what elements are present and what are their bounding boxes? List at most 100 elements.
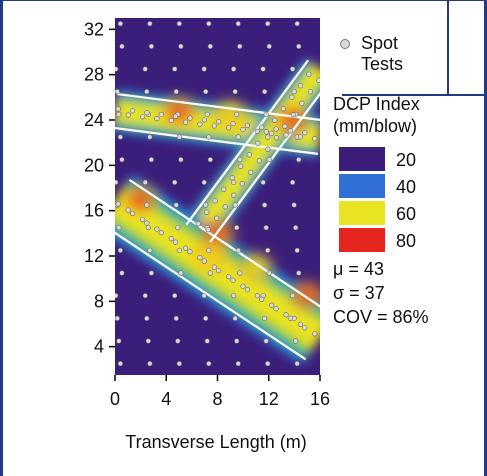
spot-test-point <box>240 283 246 289</box>
spot-test-point <box>226 125 232 131</box>
spot-test-point <box>297 83 303 89</box>
band-boundary-line <box>115 231 307 361</box>
legend-index-title: DCP Index <box>333 94 420 114</box>
spot-test-point <box>289 293 296 299</box>
legend-swatch-80 <box>339 228 385 252</box>
axes: 0 4 8 12 16 4 8 12 16 20 24 28 32 <box>84 19 330 409</box>
spot-test-point <box>206 21 212 27</box>
spot-test-point <box>115 89 120 95</box>
hotspot-core <box>245 259 266 276</box>
callout-leader-line <box>342 94 449 96</box>
spot-test-point <box>291 202 297 208</box>
spot-test-point <box>312 136 318 142</box>
spot-test-point <box>117 21 123 27</box>
spot-test-point <box>187 249 193 255</box>
spot-test-point <box>216 119 222 125</box>
spot-test-point <box>205 227 211 233</box>
spot-test-point <box>231 66 237 72</box>
spot-test-point <box>207 157 213 163</box>
spot-test-point <box>178 270 184 276</box>
spot-test-point <box>293 225 299 231</box>
spot-test-point <box>263 225 269 231</box>
spot-test-point <box>265 21 271 27</box>
y-tick-label: 24 <box>84 110 104 130</box>
spot-test-point <box>296 157 302 163</box>
spot-test-point <box>204 338 210 344</box>
spot-test-point <box>173 315 179 321</box>
spot-test-point <box>296 43 302 49</box>
x-tick-label: 8 <box>212 389 222 409</box>
spot-test-point <box>265 247 271 253</box>
spot-test-point <box>201 66 207 72</box>
spot-test-point <box>294 361 300 367</box>
spot-test-point <box>289 94 295 100</box>
hotspot-core <box>220 106 241 123</box>
spot-test-point <box>172 293 178 299</box>
spot-test-point <box>203 202 209 208</box>
spot-test-point <box>176 247 182 253</box>
band-diagonal-layer-3 <box>191 64 320 239</box>
spot-test-point <box>283 312 289 318</box>
spot-test-point <box>312 331 318 337</box>
spot-test-point <box>214 215 220 221</box>
spot-test-point <box>204 111 210 117</box>
spot-test-point <box>239 181 245 187</box>
y-tick-label: 12 <box>84 246 104 266</box>
spot-test-point <box>176 361 182 367</box>
spot-test-point <box>263 338 269 344</box>
y-tick-label: 32 <box>84 19 104 39</box>
spot-test-point <box>147 21 153 27</box>
spot-test-point <box>306 71 312 77</box>
band-boundary-line <box>185 59 310 226</box>
spot-test-point <box>148 270 154 276</box>
spot-test-point <box>221 186 227 192</box>
spot-test-point <box>254 293 260 299</box>
spot-test-point <box>211 123 217 129</box>
band-boundary-line <box>115 126 318 155</box>
spot-test-point <box>235 361 241 367</box>
legend-swatch-40 <box>339 174 385 198</box>
spot-test-point <box>244 287 250 293</box>
spot-test-point <box>116 111 122 117</box>
callout-box <box>447 0 487 96</box>
spot-test-point <box>234 111 240 117</box>
spot-test-point <box>115 293 119 299</box>
spot-test-point <box>117 361 123 367</box>
spot-test-point <box>289 179 296 185</box>
spot-test-point <box>259 296 265 302</box>
spot-test-point <box>178 43 184 49</box>
spot-test-point <box>299 100 305 106</box>
spot-test-point <box>183 119 189 125</box>
spot-test-point <box>230 120 236 127</box>
spot-test-point <box>142 293 148 299</box>
spot-test-point <box>232 202 238 208</box>
spot-test-point <box>231 293 237 299</box>
legend-label-80: 80 <box>396 231 416 251</box>
spot-test-point <box>175 338 181 344</box>
spot-test-marker <box>340 39 350 49</box>
spot-test-point <box>173 239 179 245</box>
spot-test-point <box>273 306 279 312</box>
spot-test-point <box>115 315 120 321</box>
spot-test-point <box>254 128 260 134</box>
spot-test-point <box>256 158 262 164</box>
spot-test-point <box>206 361 212 367</box>
spot-test-point <box>212 198 218 204</box>
spot-test-point <box>287 128 294 134</box>
spot-test-point <box>144 315 150 321</box>
stat-std-dev: σ = 37 <box>333 283 385 303</box>
band-boundary-line <box>117 92 320 121</box>
spot-test-point <box>237 43 243 49</box>
spot-test-point <box>240 126 246 133</box>
spot-test-point <box>129 108 136 114</box>
plot-area <box>115 18 320 375</box>
legend-tests-label: Tests <box>361 54 403 74</box>
spot-test-point <box>195 221 201 227</box>
spot-test-point <box>115 179 119 185</box>
x-tick-label: 16 <box>310 389 330 409</box>
legend-label-60: 60 <box>396 204 416 224</box>
spot-test-point <box>297 134 304 140</box>
spot-test-point <box>178 157 184 163</box>
spot-test-point <box>230 277 236 283</box>
stat-cov: COV = 86% <box>333 307 429 327</box>
